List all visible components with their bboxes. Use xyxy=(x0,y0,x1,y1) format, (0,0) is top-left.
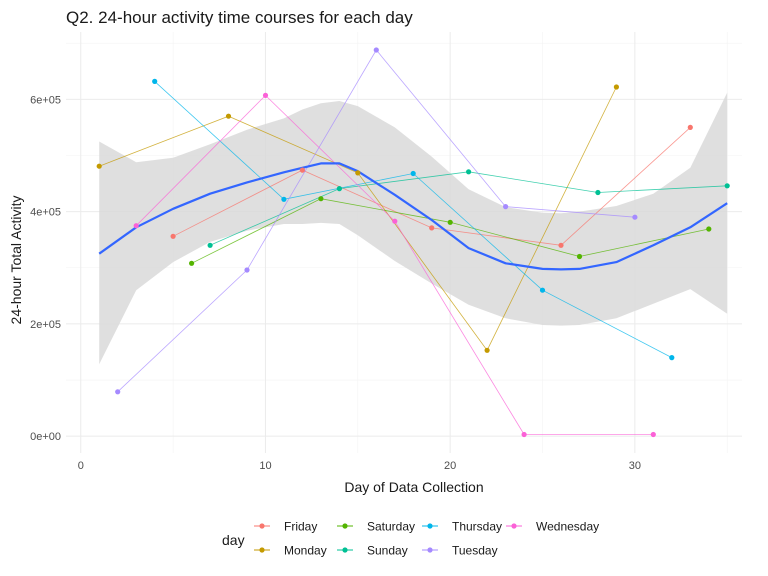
data-point-thursday xyxy=(281,196,287,202)
legend-label: Friday xyxy=(284,520,317,534)
data-point-sunday xyxy=(595,189,601,196)
legend-label: Thursday xyxy=(452,520,502,534)
y-tick-label: 2e+05 xyxy=(30,319,61,331)
data-point-wednesday xyxy=(262,92,269,98)
x-tick-label: 10 xyxy=(259,460,271,472)
data-point-thursday xyxy=(669,355,675,361)
data-point-wednesday xyxy=(133,223,139,229)
data-point-friday xyxy=(170,233,176,239)
legend-label: Tuesday xyxy=(452,544,498,558)
legend-label: Monday xyxy=(284,544,327,558)
smooth-trend xyxy=(98,162,728,271)
data-point-wednesday xyxy=(392,218,398,224)
data-point-saturday xyxy=(576,253,583,260)
data-point-monday xyxy=(613,84,620,90)
legend-label: Wednesday xyxy=(536,520,599,534)
data-point-wednesday xyxy=(521,431,527,438)
y-tick-label: 4e+05 xyxy=(30,207,61,219)
x-axis-ticks: 0 10 20 30 xyxy=(78,460,641,472)
data-point-saturday xyxy=(447,219,453,225)
data-point-friday xyxy=(429,225,435,231)
series-points xyxy=(96,47,730,438)
confidence-band xyxy=(99,92,728,365)
data-point-tuesday xyxy=(373,47,379,53)
x-tick-label: 30 xyxy=(629,460,641,472)
legend-title: day xyxy=(222,532,245,548)
data-point-thursday xyxy=(539,287,546,293)
data-point-thursday xyxy=(152,78,158,84)
y-tick-label: 6e+05 xyxy=(30,94,61,106)
data-point-saturday xyxy=(318,196,324,202)
y-tick-label: 0e+00 xyxy=(30,431,61,443)
grid-lines xyxy=(66,32,742,453)
legend-key-point xyxy=(342,523,348,529)
legend: day Friday Monday Saturday Sunday Thursday Tu… xyxy=(222,520,599,558)
legend-key-point xyxy=(259,523,265,529)
data-point-tuesday xyxy=(115,389,121,395)
x-axis-title: Day of Data Collection xyxy=(344,479,483,495)
legend-label: Sunday xyxy=(367,544,408,558)
data-point-saturday xyxy=(189,260,195,266)
chart-title: Q2. 24-hour activity time courses for ea… xyxy=(66,8,413,27)
data-point-monday xyxy=(225,113,232,119)
data-point-monday xyxy=(484,347,490,353)
data-point-saturday xyxy=(706,226,712,232)
legend-key-point xyxy=(342,547,348,553)
data-point-tuesday xyxy=(503,204,509,210)
smooth-trend-line xyxy=(98,162,728,271)
legend-key-point xyxy=(259,547,265,553)
data-point-tuesday xyxy=(244,267,250,273)
y-axis-ticks: 0e+00 2e+05 4e+05 6e+05 xyxy=(30,94,61,443)
y-axis-title: 24-hour Total Activity xyxy=(8,196,24,325)
data-point-thursday xyxy=(410,170,416,177)
data-point-friday xyxy=(687,124,693,130)
x-tick-label: 20 xyxy=(444,460,456,472)
data-point-wednesday xyxy=(650,431,656,438)
data-point-friday xyxy=(558,242,564,248)
legend-key-point xyxy=(427,547,433,553)
legend-key-point xyxy=(511,523,517,529)
data-point-sunday xyxy=(207,242,213,248)
legend-label: Saturday xyxy=(367,520,415,534)
data-point-sunday xyxy=(724,183,730,189)
smooth-confidence-band xyxy=(99,92,728,365)
data-point-friday xyxy=(299,167,305,173)
x-tick-label: 0 xyxy=(78,460,84,472)
data-point-sunday xyxy=(336,186,342,192)
data-point-monday xyxy=(96,163,102,169)
data-point-monday xyxy=(355,170,361,176)
data-point-sunday xyxy=(466,169,472,175)
data-point-tuesday xyxy=(632,214,638,220)
legend-key-point xyxy=(427,523,433,529)
